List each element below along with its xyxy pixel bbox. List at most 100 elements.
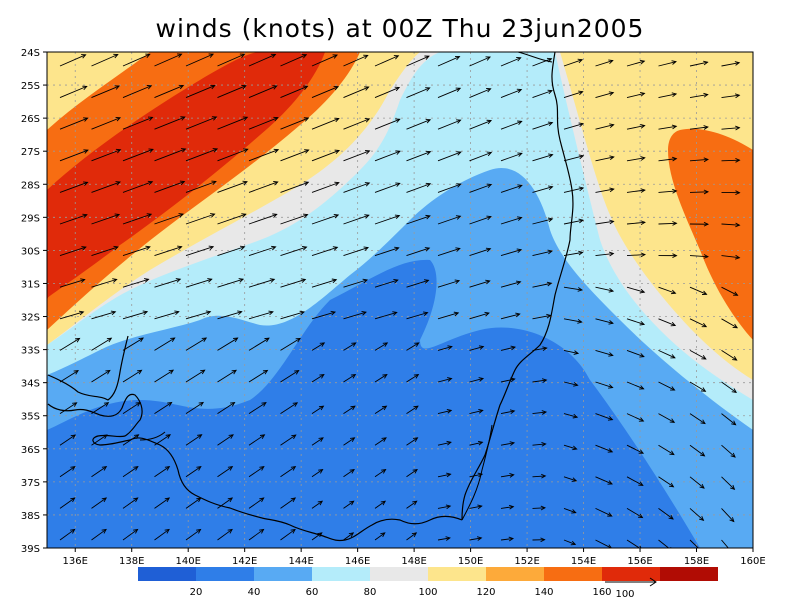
wind-arrow [437,183,462,193]
wind-arrow [311,278,338,288]
wind-arrow [374,468,387,478]
wind-arrow [437,345,453,351]
wind-arrow [280,466,297,478]
wind-arrow [689,413,706,425]
wind-arrow [59,528,76,541]
wind-arrow [185,84,216,99]
colorbar-label: 100 [418,587,437,598]
wind-arrow [91,148,122,162]
wind-arrow [500,216,523,225]
wind-arrow [469,345,485,351]
wind-arrow [658,188,678,194]
wind-arrow [532,121,554,130]
wind-arrow [437,119,462,130]
lat-tick-label: 37S [21,478,40,489]
latitude-axis: 24S 25S 26S 27S 28S 29S 30S 31S 32S 33S 34S 35S 36S 3… [21,48,47,555]
wind-arrow [406,214,431,225]
wind-arrow [248,116,279,130]
wind-arrow [752,382,753,383]
wind-arrow [59,370,79,383]
wind-arrow [532,410,548,415]
wind-arrow [248,337,270,351]
wind-arrow [721,157,741,163]
wind-arrow [469,472,484,478]
wind-arrow [374,246,400,257]
wind-arrow [721,286,739,296]
wind-arrow [154,53,183,67]
wind-arrow [343,405,356,414]
wind-arrow [563,476,578,482]
colorbar-swatch [544,567,602,581]
wind-arrow [406,247,431,257]
wind-arrow [595,318,614,325]
wind-arrow [59,85,88,99]
wind-arrow [217,84,247,99]
wind-arrow [154,401,173,414]
wind-arrow [752,128,753,130]
wind-arrow [500,120,523,130]
lon-tick-label: 144E [288,556,313,567]
wind-arrow [721,444,736,458]
wind-arrow [343,214,370,225]
wind-arrow [59,278,86,288]
wind-arrow [248,85,278,99]
wind-arrow [752,350,753,351]
wind-arrow [343,86,370,99]
wind-arrow [59,117,89,130]
wind-arrow [185,180,217,193]
wind-arrow [343,468,355,478]
wind-arrow [721,93,741,99]
wind-arrow [469,536,483,541]
wind-arrow [343,118,371,130]
wind-arrow [122,528,139,541]
wind-arrow [437,215,462,225]
wind-arrow [374,373,388,383]
wind-arrow [217,116,249,130]
wind-arrow [563,90,584,99]
wind-arrow [217,369,237,383]
lat-tick-label: 32S [21,313,40,324]
wind-arrow [532,441,547,447]
wind-arrow [280,54,308,67]
lat-tick-label: 30S [21,246,40,257]
wind-arrow [59,497,76,509]
lat-tick-label: 28S [21,180,40,191]
wind-arrow [59,402,78,414]
wind-arrow [595,507,613,517]
wind-arrow [500,280,522,288]
wind-arrow [217,148,249,162]
lon-tick-label: 146E [345,556,370,567]
wind-arrow [626,220,646,226]
wind-arrow [122,434,140,446]
vector-reference-label: 100 [615,589,634,600]
wind-arrow [626,413,645,422]
wind-arrow [248,434,266,446]
lat-tick-label: 25S [21,81,40,92]
wind-arrow [91,85,121,99]
wind-arrow [406,279,430,288]
wind-arrow [406,468,418,478]
wind-arrow [626,91,646,99]
wind-arrow [280,213,309,225]
wind-arrow [248,310,274,320]
wind-arrow [721,318,739,329]
wind-arrow [185,466,202,478]
wind-arrow [563,218,585,225]
wind-arrow [595,381,614,389]
wind-arrow [437,504,452,510]
wind-arrow [122,497,139,509]
wind-arrow [721,413,737,426]
wind-arrow [500,345,517,351]
wind-arrow [689,350,707,360]
wind-arrow [500,88,523,99]
wind-arrow [154,528,170,541]
wind-arrow [689,286,708,295]
wind-arrow [469,119,493,130]
wind-arrow [311,85,340,99]
lon-tick-label: 136E [63,556,88,567]
wind-arrow [91,213,121,225]
lon-tick-label: 154E [571,556,596,567]
wind-arrow [658,318,677,327]
wind-arrow [563,318,583,324]
wind-arrow [469,311,490,320]
